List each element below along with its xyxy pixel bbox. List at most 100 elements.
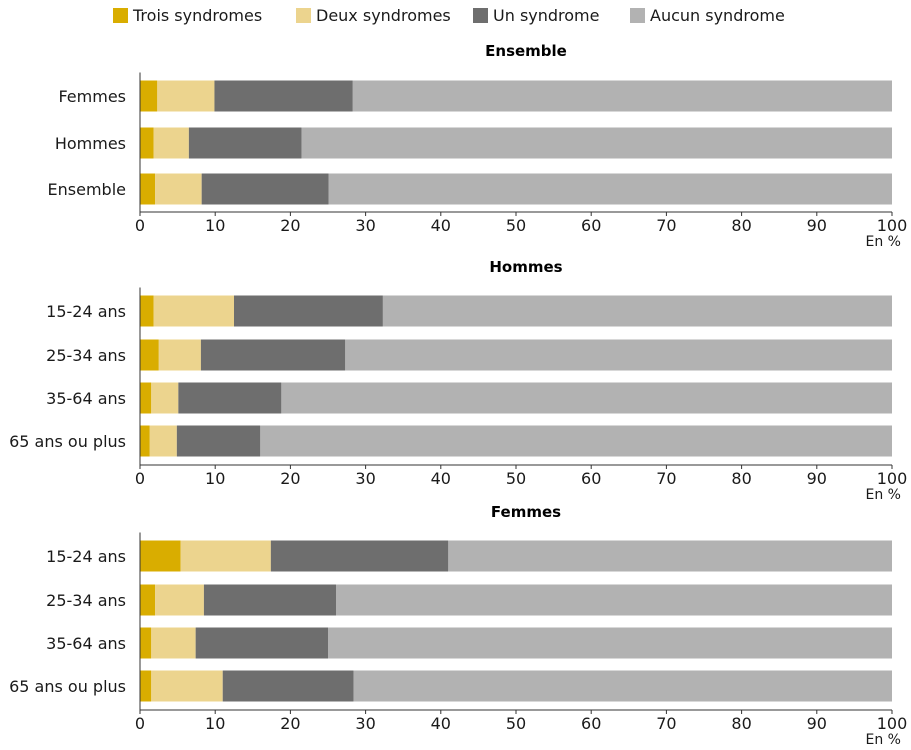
bar-segment-deux-syndromes-25-34-ans bbox=[155, 584, 204, 616]
panel-ensemble: Ensemble Femmes Hommes Ensemble 0 10 20 30 40 50 6… bbox=[48, 42, 908, 250]
category-label-65-ans-ou-plus: 65 ans ou plus bbox=[9, 432, 126, 451]
x-tick-label-20: 20 bbox=[280, 216, 300, 235]
unit-label: En % bbox=[866, 234, 901, 250]
bar-segment-un-syndrome-15-24-ans bbox=[270, 540, 449, 572]
x-tick-label-80: 80 bbox=[731, 714, 751, 733]
bar-segment-trois-syndromes-35-64-ans bbox=[140, 382, 152, 414]
x-tick-label-30: 30 bbox=[355, 216, 375, 235]
bar-segment-trois-syndromes-femmes bbox=[140, 80, 158, 112]
bar-segment-aucun-syndrome-hommes bbox=[301, 127, 892, 159]
x-tick-label-60: 60 bbox=[581, 216, 601, 235]
x-tick-label-50: 50 bbox=[506, 469, 526, 488]
panel-title: Femmes bbox=[491, 503, 561, 521]
x-tick-label-60: 60 bbox=[581, 714, 601, 733]
x-tick-label-80: 80 bbox=[731, 216, 751, 235]
bar-segment-aucun-syndrome-25-34-ans bbox=[336, 584, 893, 616]
x-tick-label-20: 20 bbox=[280, 714, 300, 733]
category-label-hommes: Hommes bbox=[55, 134, 126, 153]
bar-segment-deux-syndromes-35-64-ans bbox=[151, 627, 196, 659]
x-tick-label-90: 90 bbox=[807, 216, 827, 235]
legend-swatch-trois-syndromes bbox=[113, 8, 128, 23]
bar-segment-deux-syndromes-ensemble bbox=[155, 173, 202, 205]
bar-segment-trois-syndromes-65-ans-ou-plus bbox=[140, 670, 152, 702]
bar-segment-un-syndrome-15-24-ans bbox=[234, 295, 383, 327]
bar-segment-aucun-syndrome-25-34-ans bbox=[345, 339, 892, 371]
bar-segment-aucun-syndrome-35-64-ans bbox=[328, 627, 892, 659]
x-tick-label-50: 50 bbox=[506, 216, 526, 235]
bar-segment-trois-syndromes-25-34-ans bbox=[140, 584, 156, 616]
category-label-ensemble: Ensemble bbox=[48, 180, 126, 199]
category-label-65-ans-ou-plus: 65 ans ou plus bbox=[9, 677, 126, 696]
bar-segment-un-syndrome-35-64-ans bbox=[178, 382, 282, 414]
bar-segment-un-syndrome-25-34-ans bbox=[200, 339, 346, 371]
bar-segment-deux-syndromes-25-34-ans bbox=[158, 339, 201, 371]
category-label-25-34-ans: 25-34 ans bbox=[46, 346, 126, 365]
x-tick-label-30: 30 bbox=[355, 469, 375, 488]
bar-segment-un-syndrome-25-34-ans bbox=[203, 584, 337, 616]
bar-segment-trois-syndromes-hommes bbox=[140, 127, 154, 159]
legend-label-un-syndrome: Un syndrome bbox=[493, 6, 599, 25]
x-tick-label-100: 100 bbox=[877, 216, 908, 235]
legend-label-aucun-syndrome: Aucun syndrome bbox=[650, 6, 785, 25]
bar-segment-trois-syndromes-15-24-ans bbox=[140, 540, 181, 572]
unit-label: En % bbox=[866, 732, 901, 748]
x-tick-label-70: 70 bbox=[656, 714, 676, 733]
panel-hommes: Hommes 15-24 ans 25-34 ans 35-64 ans 65 ans … bbox=[9, 258, 907, 503]
panel-title: Hommes bbox=[489, 258, 562, 276]
x-tick-label-20: 20 bbox=[280, 469, 300, 488]
bar-segment-aucun-syndrome-15-24-ans bbox=[448, 540, 892, 572]
category-label-15-24-ans: 15-24 ans bbox=[46, 302, 126, 321]
x-tick-label-10: 10 bbox=[205, 714, 225, 733]
x-tick-label-90: 90 bbox=[807, 714, 827, 733]
x-tick-label-0: 0 bbox=[135, 714, 145, 733]
legend-label-deux-syndromes: Deux syndromes bbox=[316, 6, 451, 25]
category-label-femmes: Femmes bbox=[58, 87, 126, 106]
x-tick-label-40: 40 bbox=[431, 714, 451, 733]
category-label-15-24-ans: 15-24 ans bbox=[46, 547, 126, 566]
bar-segment-aucun-syndrome-65-ans-ou-plus bbox=[260, 425, 892, 457]
bar-segment-aucun-syndrome-65-ans-ou-plus bbox=[353, 670, 892, 702]
bar-segment-deux-syndromes-hommes bbox=[153, 127, 189, 159]
category-label-35-64-ans: 35-64 ans bbox=[46, 634, 126, 653]
unit-label: En % bbox=[866, 487, 901, 503]
bar-segment-trois-syndromes-15-24-ans bbox=[140, 295, 154, 327]
bar-segment-deux-syndromes-15-24-ans bbox=[153, 295, 234, 327]
bar-segment-trois-syndromes-65-ans-ou-plus bbox=[140, 425, 150, 457]
bar-segment-aucun-syndrome-ensemble bbox=[328, 173, 892, 205]
bar-segment-un-syndrome-35-64-ans bbox=[195, 627, 328, 659]
x-tick-label-30: 30 bbox=[355, 714, 375, 733]
category-label-35-64-ans: 35-64 ans bbox=[46, 389, 126, 408]
legend-label-trois-syndromes: Trois syndromes bbox=[132, 6, 262, 25]
x-tick-label-70: 70 bbox=[656, 216, 676, 235]
x-tick-label-10: 10 bbox=[205, 216, 225, 235]
bar-segment-trois-syndromes-25-34-ans bbox=[140, 339, 159, 371]
x-tick-label-40: 40 bbox=[431, 216, 451, 235]
chart-legend: Trois syndromes Deux syndromes Un syndrome… bbox=[113, 6, 785, 25]
category-label-25-34-ans: 25-34 ans bbox=[46, 591, 126, 610]
bar-segment-un-syndrome-ensemble bbox=[201, 173, 329, 205]
bar-segment-un-syndrome-femmes bbox=[214, 80, 353, 112]
bar-segment-deux-syndromes-35-64-ans bbox=[151, 382, 179, 414]
x-tick-label-100: 100 bbox=[877, 714, 908, 733]
x-tick-label-10: 10 bbox=[205, 469, 225, 488]
legend-swatch-un-syndrome bbox=[473, 8, 488, 23]
x-tick-label-50: 50 bbox=[506, 714, 526, 733]
x-tick-label-90: 90 bbox=[807, 469, 827, 488]
chart-panels: Ensemble Femmes Hommes Ensemble 0 10 20 30 40 50 6… bbox=[9, 42, 907, 748]
panel-title: Ensemble bbox=[485, 42, 567, 60]
bar-segment-un-syndrome-65-ans-ou-plus bbox=[176, 425, 261, 457]
bar-segment-aucun-syndrome-35-64-ans bbox=[281, 382, 893, 414]
bar-segment-deux-syndromes-femmes bbox=[157, 80, 215, 112]
bar-segment-deux-syndromes-15-24-ans bbox=[180, 540, 271, 572]
x-tick-label-0: 0 bbox=[135, 216, 145, 235]
x-tick-label-0: 0 bbox=[135, 469, 145, 488]
x-tick-label-40: 40 bbox=[431, 469, 451, 488]
legend-swatch-deux-syndromes bbox=[296, 8, 311, 23]
bar-segment-trois-syndromes-35-64-ans bbox=[140, 627, 152, 659]
bar-segment-trois-syndromes-ensemble bbox=[140, 173, 156, 205]
bar-segment-deux-syndromes-65-ans-ou-plus bbox=[151, 670, 223, 702]
bar-segment-un-syndrome-hommes bbox=[188, 127, 302, 159]
x-tick-label-80: 80 bbox=[731, 469, 751, 488]
x-tick-label-70: 70 bbox=[656, 469, 676, 488]
